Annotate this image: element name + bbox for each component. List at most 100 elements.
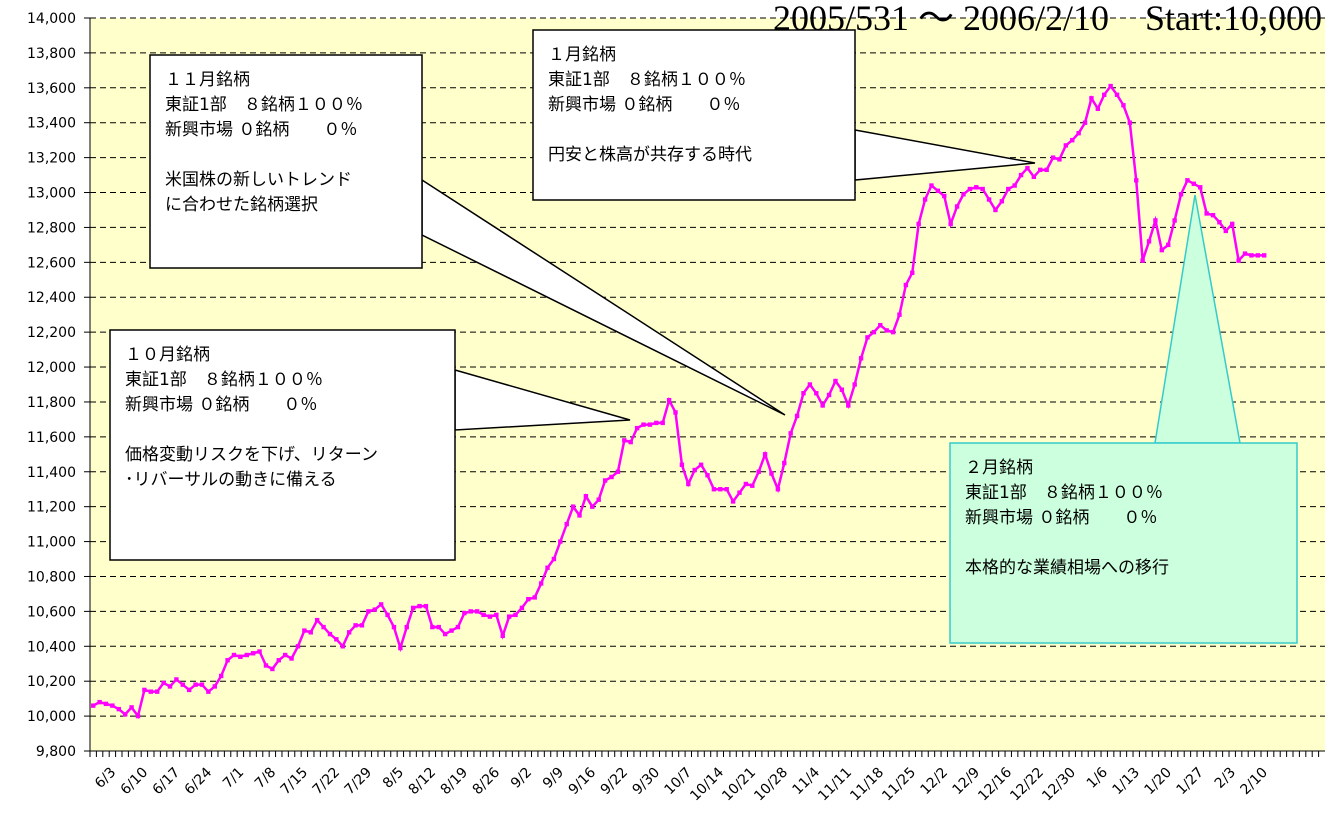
- data-point: [513, 612, 518, 618]
- data-point: [1050, 155, 1056, 160]
- data-point: [922, 197, 928, 202]
- data-point: [314, 617, 320, 623]
- data-point: [1134, 178, 1139, 183]
- data-point: [1114, 92, 1120, 97]
- data-point: [762, 452, 768, 457]
- data-point: [596, 497, 601, 502]
- data-point: [858, 356, 864, 361]
- callout-text: 新興市場 ０銘柄 ０％: [165, 120, 357, 140]
- data-point: [1159, 247, 1165, 253]
- callout-text: ･リバーサルの動きに備える: [125, 470, 337, 490]
- x-tick-label: 11/25: [879, 765, 919, 805]
- x-tick-label: 2/10: [1237, 765, 1271, 799]
- data-point: [1166, 242, 1171, 248]
- x-tick-label: 7/1: [220, 765, 247, 792]
- data-point: [948, 221, 953, 227]
- data-point: [180, 682, 185, 687]
- data-point: [961, 192, 966, 197]
- data-point: [385, 612, 390, 618]
- data-point: [519, 605, 525, 611]
- callout-box: [109, 329, 456, 561]
- data-point: [609, 474, 614, 480]
- data-point: [1057, 157, 1062, 162]
- data-point: [1236, 258, 1241, 263]
- x-tick-label: 12/22: [1007, 765, 1047, 805]
- data-point: [372, 607, 377, 612]
- callout-text: 新興市場 ０銘柄 ０％: [125, 395, 317, 415]
- data-point: [538, 581, 544, 586]
- data-point: [129, 705, 134, 710]
- data-point: [1102, 92, 1107, 97]
- data-point: [558, 539, 563, 544]
- data-point: [404, 624, 409, 630]
- data-point: [622, 438, 627, 443]
- data-point: [737, 490, 742, 495]
- x-tick-label: 9/16: [566, 764, 600, 798]
- data-point: [417, 603, 422, 609]
- data-point: [526, 596, 531, 602]
- data-point: [686, 481, 691, 487]
- data-point: [289, 656, 294, 661]
- x-tick-label: 9/2: [508, 765, 535, 792]
- data-point: [564, 521, 569, 527]
- data-point: [122, 712, 128, 717]
- data-point: [769, 471, 774, 476]
- x-tick-label: 8/19: [438, 765, 472, 799]
- data-point: [641, 422, 646, 427]
- data-point: [692, 467, 697, 473]
- callout-text: ２月銘柄: [965, 458, 1033, 478]
- data-point: [967, 186, 973, 192]
- y-tick-label: 12,400: [27, 290, 76, 306]
- y-tick-label: 13,200: [27, 151, 76, 167]
- data-point: [295, 644, 301, 649]
- x-tick-label: 11/18: [847, 765, 887, 805]
- callout-text: 東証1部 ８銘柄１００％: [165, 95, 363, 115]
- data-point: [724, 487, 729, 492]
- data-point: [999, 199, 1005, 204]
- data-point: [103, 701, 109, 707]
- data-point: [1191, 181, 1197, 186]
- callout-text: 価格変動リスクを下げ、リターン: [125, 445, 378, 465]
- data-point: [506, 614, 512, 619]
- y-tick-label: 13,400: [27, 116, 76, 132]
- data-point: [327, 631, 333, 637]
- data-point: [935, 188, 941, 193]
- x-tick-label: 7/22: [310, 765, 344, 799]
- data-point: [570, 504, 576, 509]
- data-point: [481, 612, 486, 618]
- x-tick-label: 12/30: [1039, 765, 1079, 805]
- y-tick-label: 11,600: [27, 430, 76, 446]
- data-point: [852, 382, 857, 387]
- data-point: [775, 487, 781, 492]
- data-point: [705, 473, 710, 478]
- y-tick-label: 13,800: [27, 46, 76, 62]
- data-point: [590, 504, 595, 509]
- data-point: [1070, 137, 1075, 143]
- x-tick-label: 12/16: [975, 764, 1015, 804]
- callout-box: [532, 29, 856, 201]
- data-point: [782, 460, 787, 466]
- x-tick-label: 2/3: [1212, 765, 1239, 792]
- data-point: [462, 610, 467, 616]
- data-point: [90, 703, 96, 708]
- data-point: [321, 624, 326, 630]
- data-point: [532, 595, 537, 600]
- data-point: [698, 462, 704, 467]
- data-point: [871, 329, 877, 335]
- y-tick-label: 12,000: [27, 360, 76, 376]
- data-point: [980, 186, 985, 192]
- data-point: [1198, 185, 1203, 190]
- data-point: [378, 602, 384, 607]
- data-point: [212, 684, 217, 689]
- x-tick-label: 6/3: [92, 765, 119, 792]
- data-point: [583, 493, 589, 499]
- y-tick-label: 9,800: [36, 744, 76, 760]
- y-tick-label: 12,800: [27, 220, 76, 236]
- y-tick-label: 12,600: [27, 255, 76, 271]
- data-point: [814, 391, 819, 396]
- data-point: [878, 322, 883, 328]
- data-point: [231, 652, 237, 658]
- data-point: [487, 614, 493, 619]
- data-point: [577, 513, 582, 518]
